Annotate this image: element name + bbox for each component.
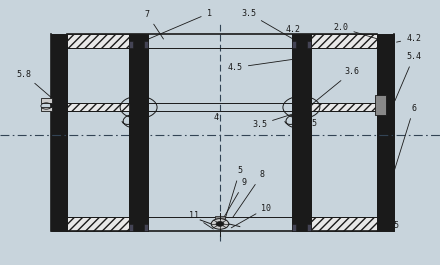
Circle shape — [211, 219, 229, 229]
Circle shape — [216, 222, 224, 226]
Text: 3.6: 3.6 — [313, 67, 359, 103]
Bar — [144, 41, 148, 48]
Bar — [311, 217, 377, 231]
Bar — [311, 103, 377, 111]
Text: 2.5: 2.5 — [129, 113, 144, 122]
Text: 4.5: 4.5 — [228, 59, 294, 72]
Text: 1: 1 — [146, 9, 212, 40]
Text: 9: 9 — [221, 178, 247, 222]
Bar — [67, 217, 129, 231]
Bar — [144, 224, 148, 231]
Text: 4.2: 4.2 — [285, 25, 311, 46]
Bar — [292, 41, 296, 48]
Text: 10: 10 — [231, 204, 271, 228]
Bar — [292, 224, 296, 231]
Bar — [51, 34, 67, 231]
Bar — [377, 103, 385, 111]
Text: 5: 5 — [389, 221, 399, 230]
Bar — [307, 41, 311, 48]
Text: 7: 7 — [145, 10, 164, 39]
Bar — [307, 224, 311, 231]
Bar — [129, 224, 133, 231]
Bar — [41, 98, 52, 103]
Text: 11: 11 — [189, 211, 213, 229]
Bar — [215, 216, 225, 219]
Bar — [41, 107, 52, 111]
Text: 3.5: 3.5 — [252, 113, 294, 129]
Text: 2.0: 2.0 — [334, 23, 383, 41]
Text: 4.2: 4.2 — [396, 34, 421, 43]
Bar — [292, 34, 311, 231]
Text: 8: 8 — [233, 170, 264, 218]
Bar — [311, 34, 377, 48]
Bar — [377, 34, 394, 231]
Text: 5.8: 5.8 — [17, 70, 53, 99]
Bar — [375, 95, 386, 115]
Bar — [67, 103, 129, 111]
Text: 4: 4 — [213, 113, 218, 122]
Text: 6: 6 — [395, 104, 416, 170]
Bar — [129, 34, 148, 231]
Bar — [129, 41, 133, 48]
Text: 4.5: 4.5 — [303, 115, 318, 128]
Text: 3.5: 3.5 — [241, 9, 295, 40]
Text: 5.4: 5.4 — [395, 52, 421, 101]
Bar — [67, 34, 129, 48]
Text: 5: 5 — [225, 166, 242, 219]
